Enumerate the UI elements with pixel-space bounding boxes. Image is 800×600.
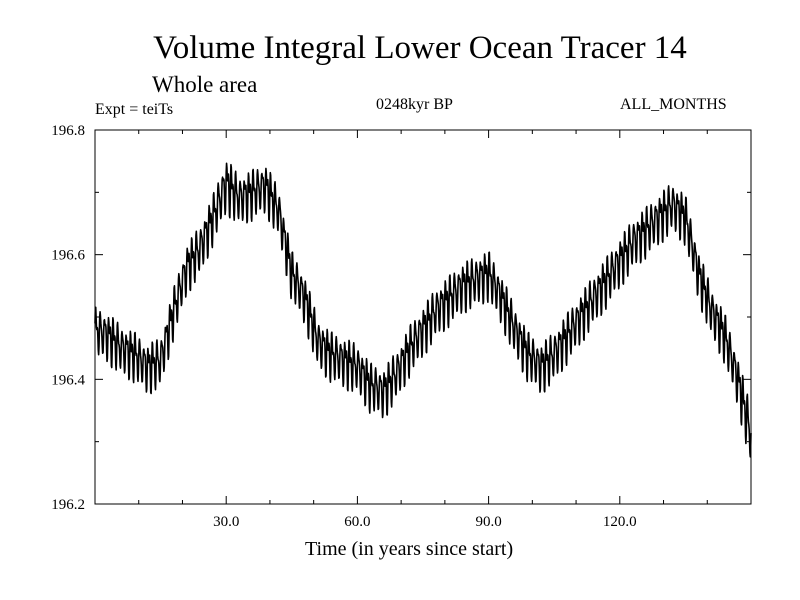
series-line — [94, 162, 752, 458]
x-tick-label: 90.0 — [475, 514, 501, 530]
months-label: ALL_MONTHS — [620, 96, 727, 113]
y-tick-label: 196.4 — [51, 372, 85, 388]
x-tick-label: 60.0 — [344, 514, 370, 530]
x-tick-label: 30.0 — [213, 514, 239, 530]
experiment-label: Expt = teiTs — [95, 101, 174, 118]
chart-title: Volume Integral Lower Ocean Tracer 14 — [153, 30, 687, 66]
y-tick-label: 196.2 — [51, 497, 85, 513]
chart-subtitle: Whole area — [152, 72, 258, 97]
x-tick-label: 120.0 — [603, 514, 637, 530]
period-label: 0248kyr BP — [376, 96, 453, 113]
y-tick-label: 196.8 — [51, 123, 85, 139]
y-tick-label: 196.6 — [51, 248, 85, 264]
x-axis-label: Time (in years since start) — [305, 538, 514, 560]
